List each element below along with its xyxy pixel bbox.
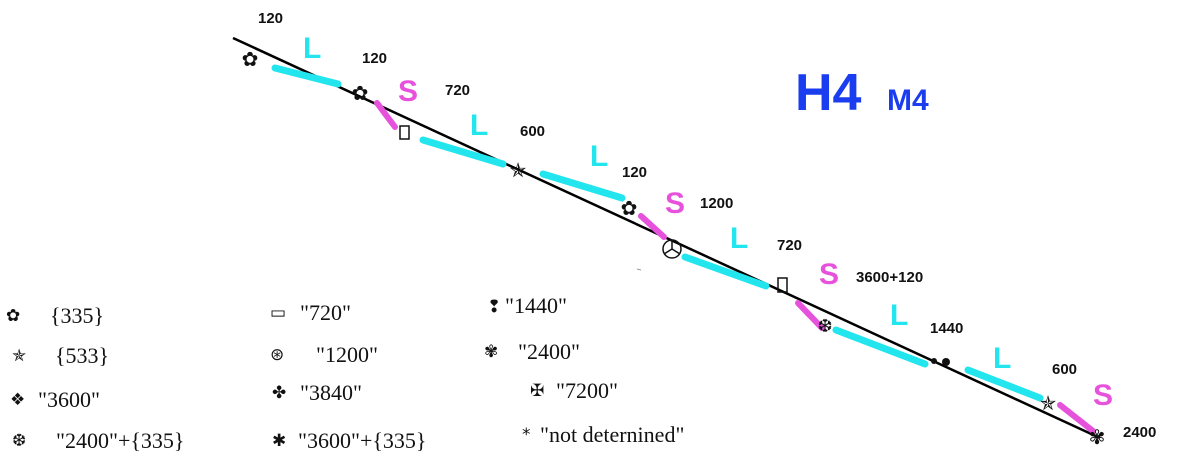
duration-label: 1440 <box>930 320 963 337</box>
duration-label: 120 <box>258 10 283 27</box>
segment-long-6 <box>964 366 1044 402</box>
segment-long-2 <box>419 136 507 168</box>
legend-label: "1440" <box>505 293 567 318</box>
snowflake-icon: ❆ <box>817 316 832 337</box>
duration-label: 120 <box>362 50 387 67</box>
legend-label: {533} <box>55 343 110 368</box>
dot-marker <box>931 358 937 364</box>
segment-long-3 <box>539 170 626 202</box>
duration-label: 720 <box>445 82 470 99</box>
duration-label: 2400 <box>1123 424 1156 441</box>
legend-label: "3600" <box>38 387 100 412</box>
segment-short-1 <box>374 100 398 130</box>
segment-letter: L <box>303 32 321 65</box>
flower-icon: ✿ <box>352 81 369 105</box>
title-main: H4 <box>795 64 862 122</box>
duration-label: 3600+120 <box>856 269 923 286</box>
segment-letter: L <box>730 222 748 255</box>
star-icon: ✯ <box>1040 391 1057 415</box>
segment-letter: S <box>819 258 839 291</box>
legend-label: "7200" <box>556 378 618 403</box>
four-lobe-icon: ✤ <box>272 383 287 403</box>
legend-label: "2400"+{335} <box>56 428 185 453</box>
small-asterisk-icon: * <box>522 425 531 445</box>
framed-box-icon: ▭ <box>270 303 287 323</box>
maltese-cross-icon: ✠ <box>530 381 545 401</box>
duration-label: 720 <box>777 237 802 254</box>
markers-group: ✿ ✿ ✯ ✿ ❆ ✯ ✾ <box>242 47 1106 449</box>
asterisk-icon: ✱ <box>272 431 287 451</box>
exclamation-icon: ❢ <box>487 297 502 317</box>
segment-letters: L S L L S L S L L S <box>303 32 1113 412</box>
sparkle-icon: ✾ <box>484 342 499 362</box>
duration-labels: 120 120 720 600 120 1200 720 3600+120 14… <box>258 10 1156 441</box>
legend-label: {335} <box>50 303 105 328</box>
segment-letter: L <box>993 342 1011 375</box>
star-icon: ✯ <box>12 346 27 366</box>
legend-label: "3600"+{335} <box>298 428 427 453</box>
circled-y-icon <box>662 239 682 259</box>
segments-group <box>271 64 1096 434</box>
legend-label: "not deternined" <box>540 422 685 447</box>
segment-letter: S <box>1093 379 1113 412</box>
segment-letter: L <box>890 299 908 332</box>
title-sub: M4 <box>887 84 929 117</box>
segment-letter: L <box>590 140 608 173</box>
segment-letter: S <box>398 75 418 108</box>
flower-icon: ✿ <box>6 306 21 326</box>
dot-marker <box>942 358 950 366</box>
duration-label: 600 <box>1052 361 1077 378</box>
flower-icon: ✿ <box>621 196 638 220</box>
star-icon: ✯ <box>510 158 527 182</box>
legend-label: "720" <box>300 300 351 325</box>
segment-short-4 <box>1057 402 1096 434</box>
segment-letter: S <box>665 187 685 220</box>
duration-label: 600 <box>520 123 545 140</box>
duration-label: 120 <box>622 164 647 181</box>
diamond-cross-icon: ❖ <box>10 390 26 410</box>
duration-label: 1200 <box>700 195 733 212</box>
segment-long-5 <box>832 326 929 368</box>
segment-long-4 <box>681 253 770 290</box>
segment-long-1 <box>271 64 342 88</box>
segment-short-2 <box>638 213 667 240</box>
flower-icon: ✿ <box>242 47 259 71</box>
segment-short-3 <box>795 300 825 331</box>
stray-mark <box>636 268 642 271</box>
framed-box-icon <box>777 277 788 293</box>
snowflake-icon: ❆ <box>12 431 27 451</box>
legend-label: "2400" <box>518 339 580 364</box>
legend-label: "3840" <box>300 380 362 405</box>
legend-label: "1200" <box>316 342 378 367</box>
framed-box-icon <box>399 125 410 140</box>
circled-y-icon: ⊛ <box>270 345 285 365</box>
segment-letter: L <box>470 109 488 142</box>
sparkle-icon: ✾ <box>1089 425 1106 449</box>
